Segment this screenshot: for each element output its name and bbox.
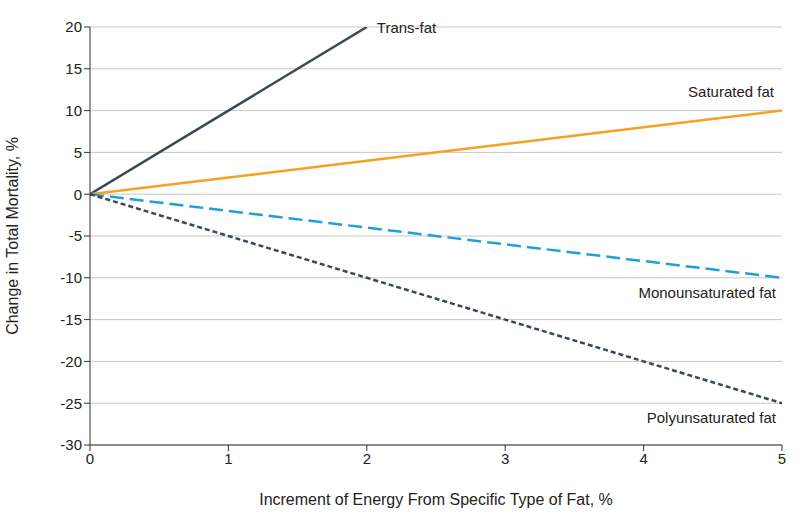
svg-text:5: 5 bbox=[74, 144, 82, 161]
svg-text:20: 20 bbox=[65, 18, 82, 35]
svg-text:4: 4 bbox=[639, 450, 647, 467]
svg-text:0: 0 bbox=[86, 450, 94, 467]
svg-text:-15: -15 bbox=[60, 311, 82, 328]
svg-text:-5: -5 bbox=[69, 227, 82, 244]
svg-text:Saturated fat: Saturated fat bbox=[688, 83, 775, 100]
svg-text:0: 0 bbox=[74, 186, 82, 203]
svg-text:-20: -20 bbox=[60, 353, 82, 370]
svg-text:10: 10 bbox=[65, 102, 82, 119]
svg-text:-10: -10 bbox=[60, 269, 82, 286]
svg-text:Change in Total Mortality, %: Change in Total Mortality, % bbox=[8, 137, 21, 335]
svg-text:-30: -30 bbox=[60, 436, 82, 453]
svg-text:Polyunsaturated fat: Polyunsaturated fat bbox=[647, 409, 777, 426]
svg-text:2: 2 bbox=[363, 450, 371, 467]
svg-text:5: 5 bbox=[778, 450, 786, 467]
svg-text:Trans-fat: Trans-fat bbox=[377, 19, 437, 36]
svg-text:Increment of Energy From Speci: Increment of Energy From Specific Type o… bbox=[259, 491, 613, 508]
svg-text:1: 1 bbox=[224, 450, 232, 467]
svg-text:3: 3 bbox=[501, 450, 509, 467]
svg-text:Monounsaturated fat: Monounsaturated fat bbox=[638, 284, 776, 301]
svg-text:15: 15 bbox=[65, 60, 82, 77]
svg-text:-25: -25 bbox=[60, 395, 82, 412]
